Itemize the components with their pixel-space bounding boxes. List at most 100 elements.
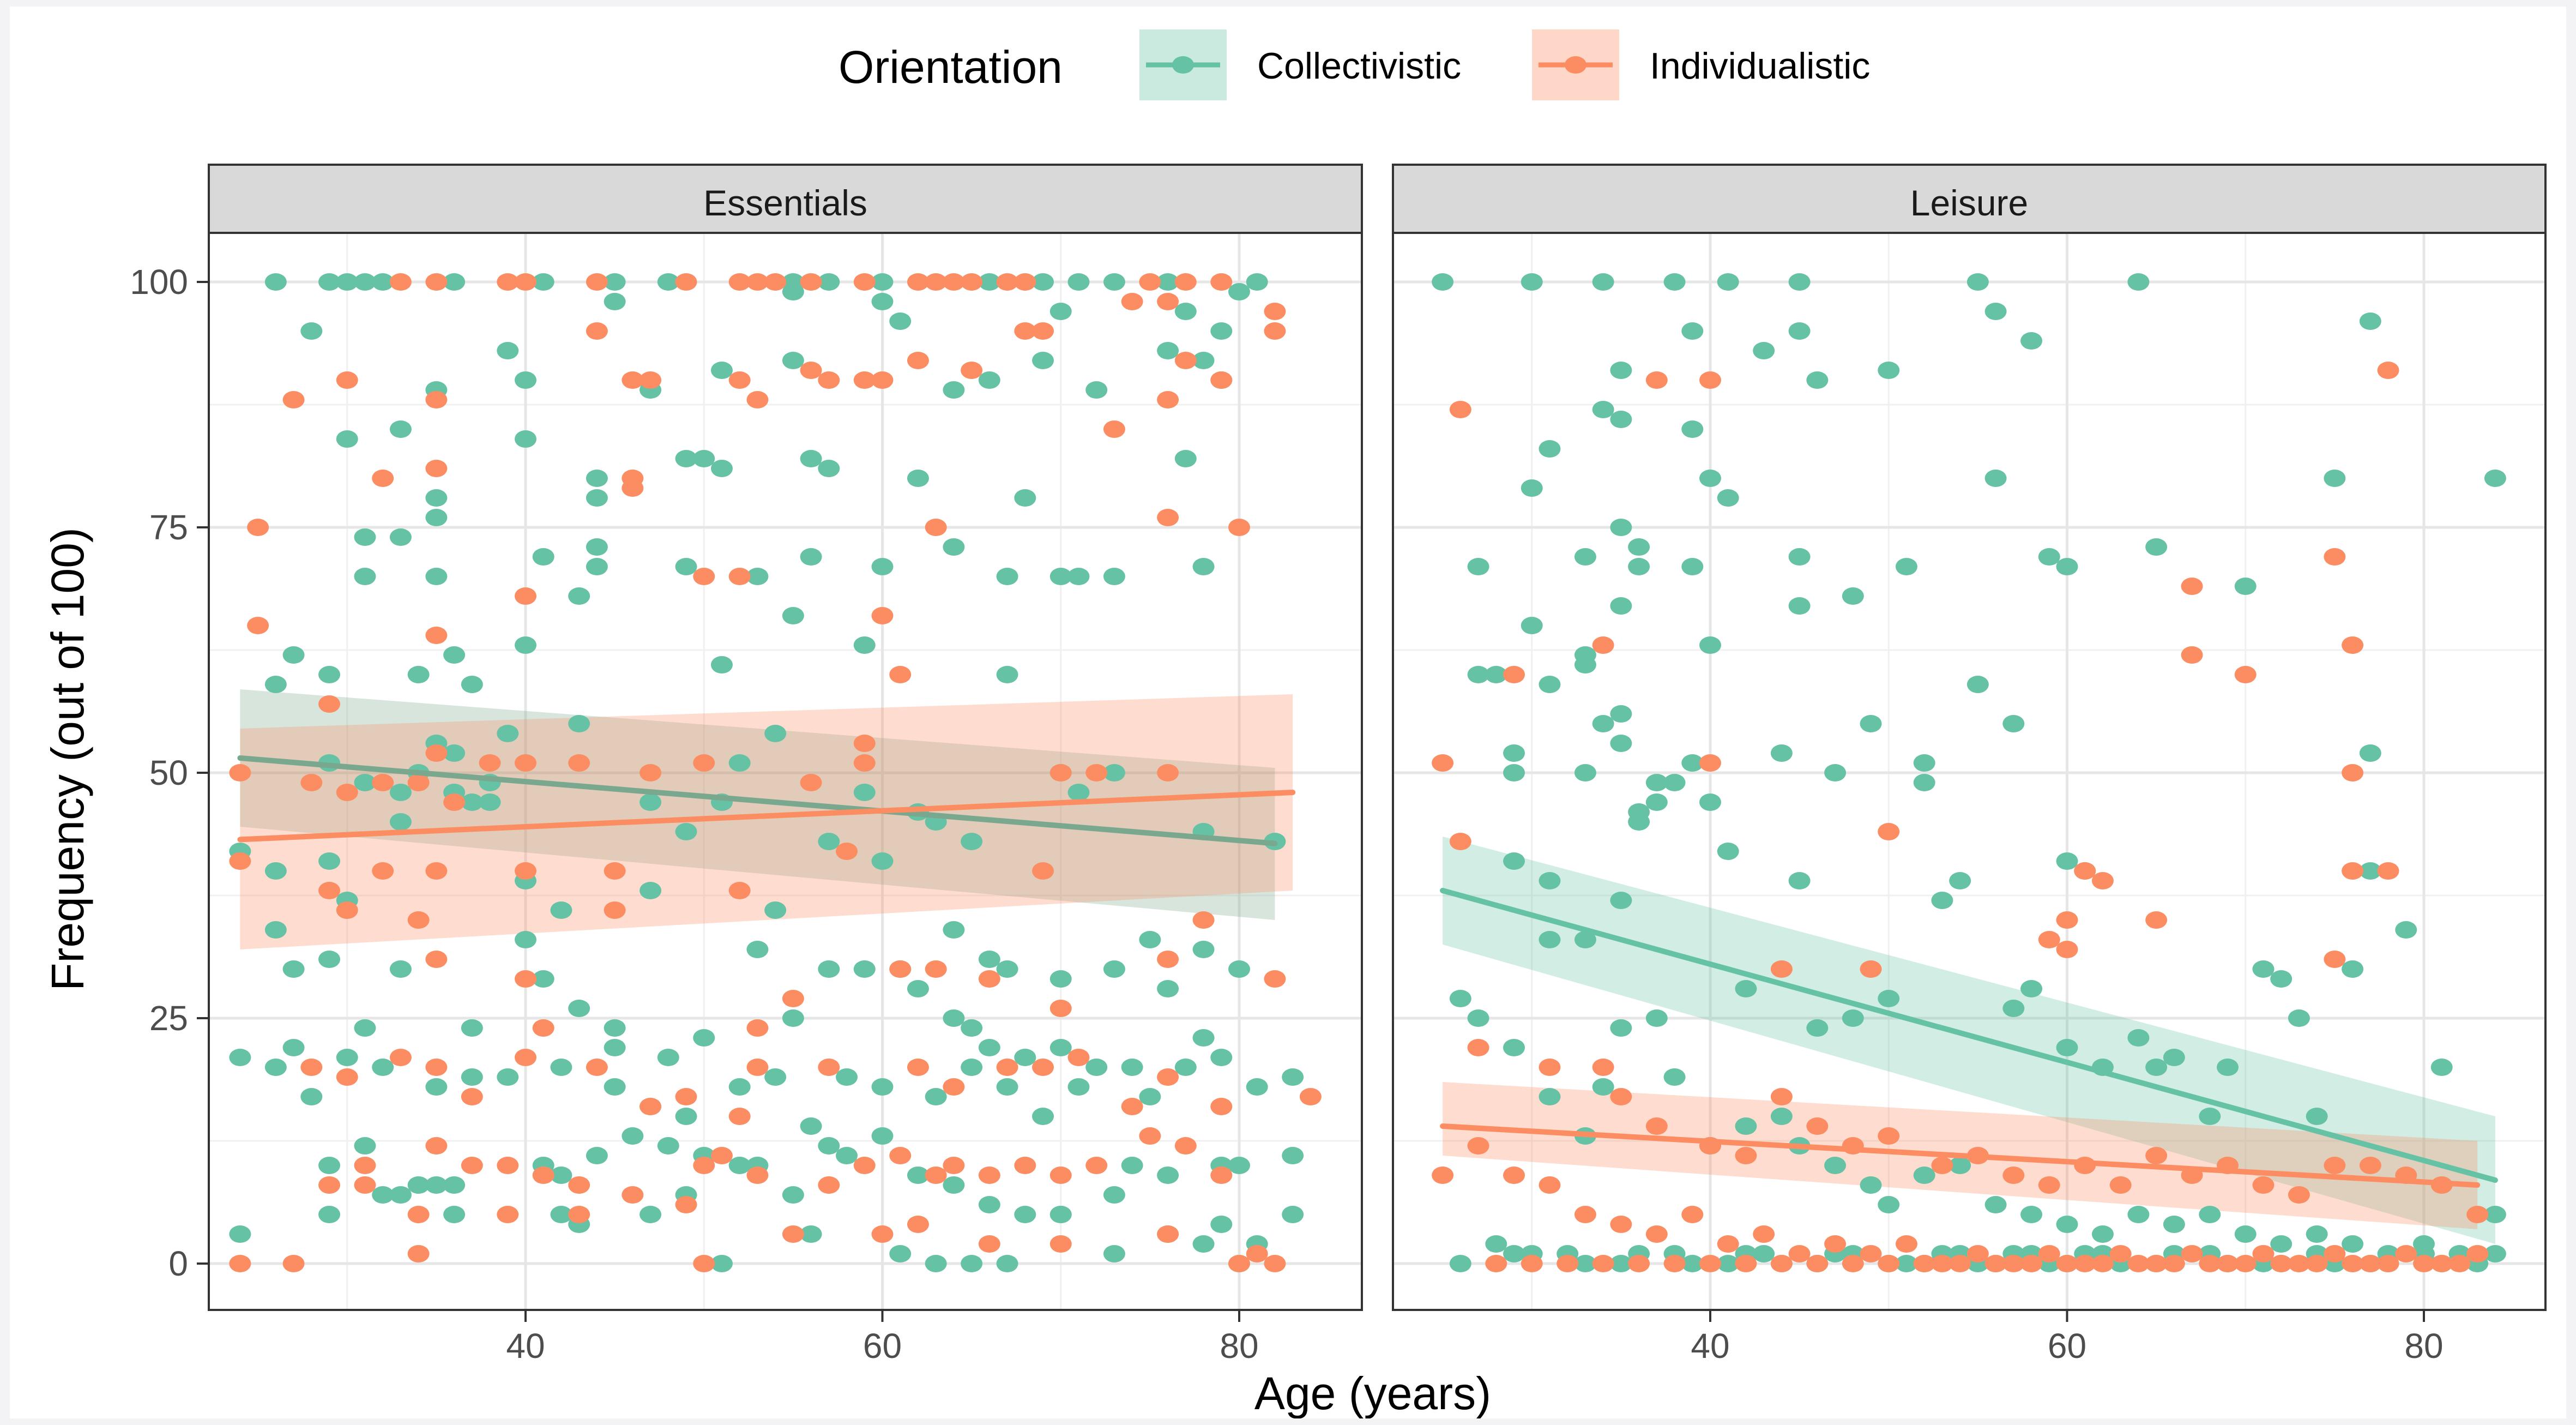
data-point [1264, 322, 1286, 340]
data-point [1157, 342, 1179, 359]
data-point [1032, 322, 1054, 340]
data-point [2234, 666, 2257, 683]
trend-line-individualistic [237, 790, 1296, 843]
data-point [853, 960, 876, 978]
data-point [2234, 578, 2257, 595]
data-point [2359, 312, 2381, 330]
data-point [2199, 1255, 2221, 1272]
data-point [568, 754, 590, 772]
data-point [497, 342, 519, 359]
data-point [978, 273, 1000, 291]
data-point [2002, 1255, 2025, 1272]
data-point [1806, 1117, 1829, 1135]
data-point [2002, 715, 2025, 732]
confidence-band-collectivistic [240, 689, 1275, 920]
legend-title: Orientation [838, 41, 1063, 93]
data-point [1246, 1078, 1268, 1096]
data-point [515, 931, 536, 948]
confidence-band-individualistic [240, 694, 1293, 949]
data-point [2377, 862, 2399, 880]
data-point [1539, 931, 1561, 948]
data-point [1539, 1176, 1561, 1194]
data-point [2127, 1255, 2150, 1272]
data-point [2002, 1167, 2025, 1184]
data-point [1717, 489, 1739, 507]
data-point [407, 1176, 430, 1194]
legend-label: Collectivistic [1257, 45, 1461, 87]
data-point [604, 293, 626, 310]
data-point [675, 1088, 697, 1105]
data-point [497, 1206, 519, 1223]
data-point [978, 371, 1000, 389]
data-point [693, 754, 715, 772]
data-point [1467, 1039, 1489, 1056]
data-point [782, 1009, 804, 1027]
data-point [782, 607, 804, 624]
data-point [1878, 823, 1900, 840]
data-point [836, 843, 858, 860]
data-point [1681, 1255, 1704, 1272]
data-point [1735, 1255, 1757, 1272]
data-point [1574, 656, 1596, 674]
data-point [604, 273, 626, 291]
data-point [425, 1059, 448, 1076]
data-point [800, 1117, 822, 1135]
data-point [818, 460, 840, 477]
data-point [2306, 1108, 2328, 1125]
data-point [996, 1255, 1018, 1272]
data-point [1878, 1255, 1900, 1272]
data-point [1984, 1255, 2007, 1272]
data-point [354, 1157, 376, 1174]
plot-panel-border [1392, 232, 2547, 1311]
data-point [1592, 401, 1614, 418]
data-point [1842, 1255, 1864, 1272]
data-point [2020, 980, 2043, 997]
data-point [1228, 519, 1250, 536]
data-point [800, 273, 822, 291]
data-point [1806, 1019, 1829, 1037]
data-point [2056, 852, 2078, 870]
data-point [407, 666, 430, 683]
data-point [1192, 558, 1215, 575]
data-point [1628, 803, 1650, 821]
data-point [389, 813, 412, 831]
data-point [1860, 960, 1882, 978]
data-point [2145, 911, 2168, 929]
data-point [568, 1206, 590, 1223]
data-point [515, 862, 536, 880]
data-point [1210, 1098, 1233, 1115]
data-point [2163, 1216, 2185, 1233]
data-point [1895, 558, 1917, 575]
data-point [2145, 1147, 2168, 1164]
data-point [247, 617, 269, 634]
data-point [1521, 479, 1543, 497]
x-tick-label: 80 [2404, 1326, 2443, 1366]
data-point [693, 1255, 715, 1272]
data-point [1103, 1186, 1125, 1204]
data-point [1717, 273, 1739, 291]
data-point [640, 764, 662, 781]
data-point [1432, 1167, 1454, 1184]
data-point [1699, 1255, 1721, 1272]
data-point [550, 1206, 572, 1223]
data-point [2217, 1255, 2239, 1272]
data-point [1157, 1167, 1179, 1184]
data-point [1067, 1078, 1090, 1096]
data-point [1503, 764, 1525, 781]
data-point [1121, 1059, 1143, 1076]
data-point [2377, 362, 2399, 379]
data-point [1157, 1225, 1179, 1243]
data-point [300, 1059, 323, 1076]
data-point [871, 558, 894, 575]
data-point [728, 273, 751, 291]
data-point [2395, 921, 2417, 939]
data-point [515, 371, 536, 389]
data-point [1984, 303, 2007, 320]
data-point [479, 754, 501, 772]
data-point [2359, 1255, 2381, 1272]
data-point [2288, 1255, 2310, 1272]
data-point [318, 1206, 341, 1223]
data-point [978, 1235, 1000, 1253]
x-tick-label: 60 [863, 1326, 902, 1366]
data-point [461, 1157, 483, 1174]
